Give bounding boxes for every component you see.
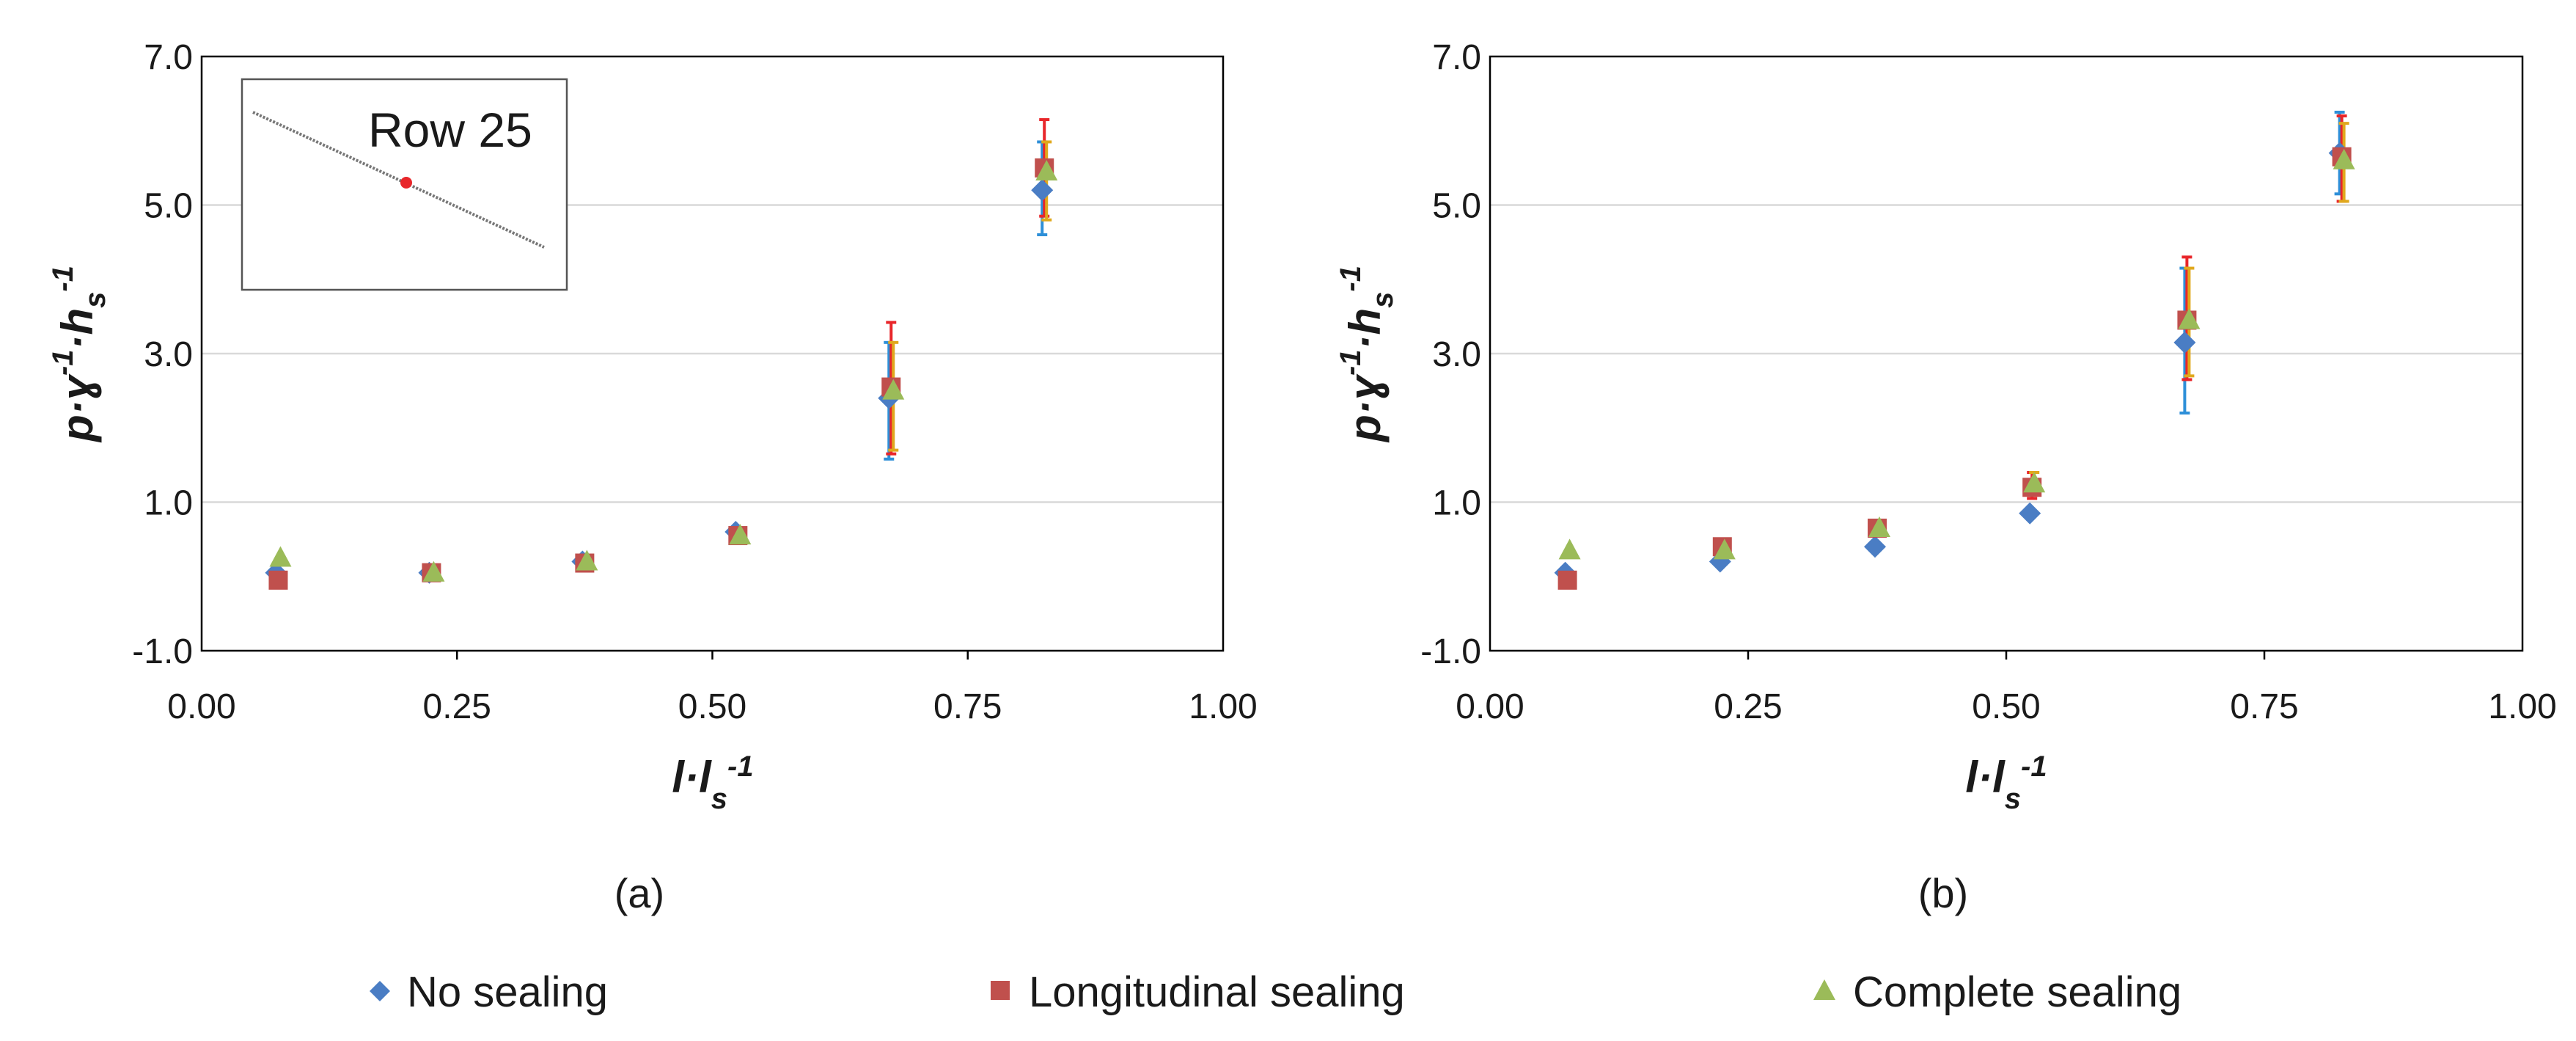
panel-b: -1.0 1.0 3.0 5.0 7.0 0.00 0.25 0.50 0.75 1.00 p·… [1335, 38, 2557, 916]
y-tick-label: 3.0 [144, 335, 193, 374]
data-point-complete [1035, 159, 1058, 180]
legend-diamond-marker [370, 981, 390, 1001]
panel-label-b: (b) [1918, 870, 1968, 916]
panel-a: -1.0 1.0 3.0 5.0 7.0 0.00 0.25 0.50 0.75 1.00 p·… [47, 38, 1258, 916]
grid-lines-b [1490, 204, 2522, 503]
inset-row-diagram: Row 25 [241, 78, 568, 291]
data-point-complete [1868, 516, 1890, 537]
data-point-complete [2333, 148, 2355, 169]
data-point-complete [2023, 472, 2046, 493]
y-axis-title-a: p·ɣ-1·hs-1 [47, 266, 111, 443]
y-tick-label: 3.0 [1432, 335, 1481, 374]
x-tick-label: 0.00 [1456, 687, 1524, 726]
data-point-complete [2178, 308, 2201, 329]
data-point-longitudinal [268, 570, 288, 590]
x-tick-label: 0.75 [2230, 687, 2298, 726]
x-axis-title-b: l·ls-1 [1965, 750, 2047, 815]
markers-b [1554, 142, 2355, 590]
legend: No sealing Longitudinal sealing Complete… [370, 968, 2181, 1016]
x-tick-label: 0.00 [167, 687, 235, 726]
data-point-complete [576, 549, 598, 571]
legend-item-longitudinal-sealing: Longitudinal sealing [991, 968, 1405, 1016]
y-tick-label: 7.0 [1432, 38, 1481, 77]
data-point-no-sealing [2173, 331, 2196, 354]
y-tick-label: -1.0 [1420, 632, 1481, 671]
x-tick-label: 0.25 [1714, 687, 1782, 726]
svg-text:p·ɣ-1·hs-1: p·ɣ-1·hs-1 [47, 266, 111, 443]
legend-label-longitudinal-sealing: Longitudinal sealing [1029, 968, 1405, 1016]
legend-label-no-sealing: No sealing [407, 968, 608, 1016]
data-point-no-sealing [1864, 536, 1886, 558]
error-bars-a [884, 118, 1052, 461]
x-axis-title-a: l·ls-1 [672, 750, 753, 815]
data-point-complete [729, 524, 752, 545]
y-axis-title-b: p·ɣ-1·hs-1 [1335, 266, 1399, 443]
y-tick-label: 1.0 [1432, 484, 1481, 523]
data-point-complete [1713, 538, 1736, 560]
data-point-complete [1558, 538, 1581, 560]
data-point-no-sealing [2019, 502, 2041, 525]
inset-row-line [252, 111, 545, 249]
legend-item-complete-sealing: Complete sealing [1813, 968, 2181, 1016]
panel-label-a: (a) [614, 870, 664, 916]
data-point-longitudinal [1557, 570, 1577, 590]
y-tick-label: -1.0 [132, 632, 193, 671]
data-point-complete [882, 379, 905, 400]
x-tick-labels-a: 0.00 0.25 0.50 0.75 1.00 [167, 651, 1258, 726]
x-tick-labels-b: 0.00 0.25 0.50 0.75 1.00 [1456, 651, 2557, 726]
svg-text:p·ɣ-1·hs-1: p·ɣ-1·hs-1 [1335, 266, 1399, 443]
inset-row-marker [400, 177, 412, 189]
x-tick-label: 0.25 [423, 687, 491, 726]
y-tick-label: 1.0 [144, 484, 193, 523]
legend-item-no-sealing: No sealing [370, 968, 608, 1016]
x-tick-label: 0.75 [933, 687, 1002, 726]
y-tick-label: 7.0 [144, 38, 193, 77]
y-tick-label: 5.0 [144, 187, 193, 226]
data-point-complete [422, 560, 445, 582]
y-tick-label: 5.0 [1432, 187, 1481, 226]
error-bars-b [2027, 110, 2349, 500]
x-tick-label: 1.00 [2488, 687, 2556, 726]
legend-label-complete-sealing: Complete sealing [1853, 968, 2181, 1016]
x-tick-label: 1.00 [1189, 687, 1257, 726]
x-tick-label: 0.50 [1972, 687, 2040, 726]
y-tick-labels-a: -1.0 1.0 3.0 5.0 7.0 [132, 38, 193, 671]
markers-a [265, 158, 1058, 590]
y-tick-labels-b: -1.0 1.0 3.0 5.0 7.0 [1420, 38, 1481, 671]
x-tick-label: 0.50 [678, 687, 746, 726]
data-point-complete [269, 546, 292, 567]
inset-label: Row 25 [368, 103, 532, 157]
legend-square-marker [991, 981, 1010, 1000]
data-point-no-sealing [1031, 179, 1054, 202]
legend-triangle-marker [1813, 979, 1835, 1000]
